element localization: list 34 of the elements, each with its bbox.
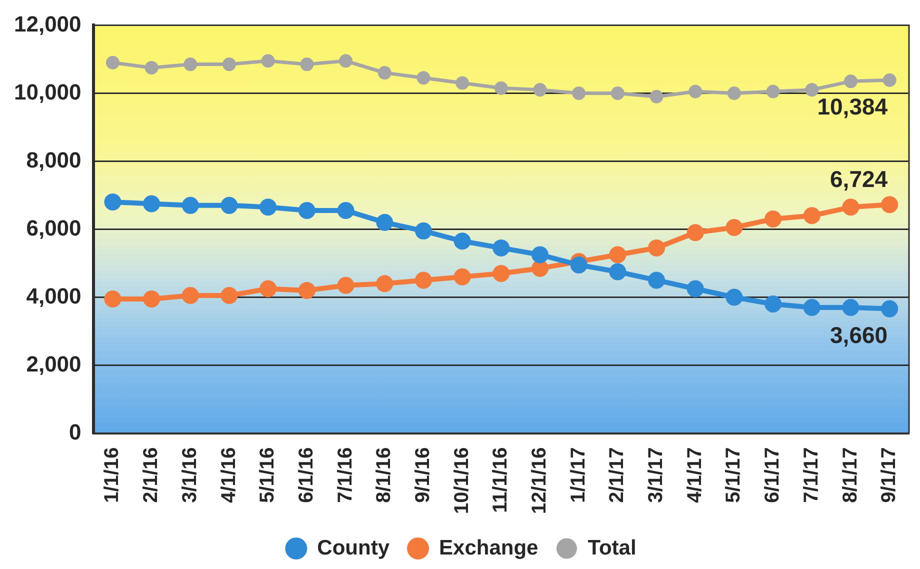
x-tick-label: 5/1/17 [722,447,745,503]
y-tick-label: 8,000 [26,147,82,172]
y-tick-label: 6,000 [26,215,82,240]
y-tick-label: 12,000 [14,11,82,36]
x-tick-label: 8/1/16 [373,447,396,503]
legend-label: Exchange [439,536,538,560]
y-tick-label: 2,000 [26,351,82,376]
legend-label: County [317,536,390,560]
x-tick-label: 3/1/17 [645,447,668,503]
x-tick-label: 2/1/17 [606,447,628,503]
data-label: 10,384 [817,93,888,120]
x-tick-label: 7/1/17 [800,447,822,503]
x-tick-label: 2/1/16 [140,447,162,503]
x-tick-label: 6/1/16 [295,447,318,503]
y-tick-label: 0 [69,419,82,444]
y-tick-label: 4,000 [26,283,82,308]
x-tick-label: 12/1/16 [528,447,551,514]
x-tick-label: 4/1/16 [218,447,240,503]
x-tick-label: 9/1/17 [878,447,900,503]
x-tick-label: 6/1/17 [762,447,784,503]
legend-label: Total [588,536,636,560]
data-label: 6,724 [830,166,888,192]
x-tick-label: 3/1/16 [178,447,201,503]
x-tick-label: 8/1/17 [839,447,862,503]
x-tick-label: 1/1/16 [101,447,124,503]
x-tick-label: 7/1/16 [334,447,356,503]
x-tick-label: 9/1/16 [412,447,434,503]
x-tick-label: 5/1/16 [256,447,279,503]
x-tick-label: 11/1/16 [490,447,512,513]
x-tick-label: 1/1/17 [567,447,590,503]
y-tick-label: 10,000 [14,79,82,104]
x-tick-label: 4/1/17 [684,447,706,503]
x-tick-label: 10/1/16 [450,447,473,514]
data-label: 3,660 [830,322,888,348]
